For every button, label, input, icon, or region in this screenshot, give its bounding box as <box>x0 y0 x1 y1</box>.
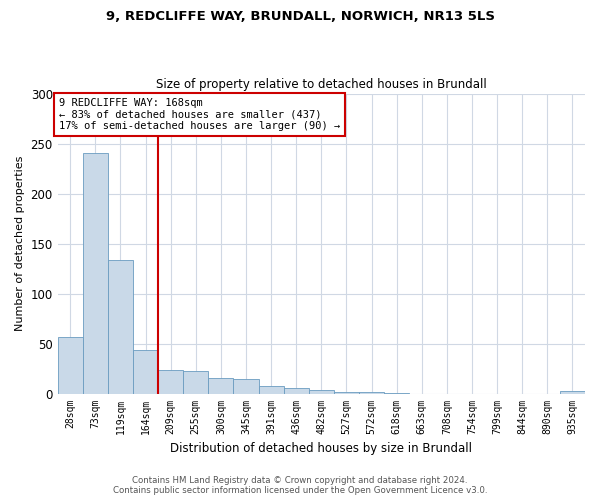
Bar <box>359 392 384 394</box>
Bar <box>58 336 83 394</box>
X-axis label: Distribution of detached houses by size in Brundall: Distribution of detached houses by size … <box>170 442 472 455</box>
Bar <box>233 378 259 394</box>
Bar <box>133 350 158 394</box>
Bar <box>259 386 284 394</box>
Bar <box>384 392 409 394</box>
Bar <box>83 152 108 394</box>
Bar <box>560 390 585 394</box>
Text: Contains HM Land Registry data © Crown copyright and database right 2024.
Contai: Contains HM Land Registry data © Crown c… <box>113 476 487 495</box>
Bar <box>334 392 359 394</box>
Y-axis label: Number of detached properties: Number of detached properties <box>15 156 25 331</box>
Bar <box>158 370 183 394</box>
Title: Size of property relative to detached houses in Brundall: Size of property relative to detached ho… <box>156 78 487 91</box>
Bar <box>183 370 208 394</box>
Bar <box>208 378 233 394</box>
Bar <box>108 260 133 394</box>
Text: 9 REDCLIFFE WAY: 168sqm
← 83% of detached houses are smaller (437)
17% of semi-d: 9 REDCLIFFE WAY: 168sqm ← 83% of detache… <box>59 98 340 132</box>
Bar <box>309 390 334 394</box>
Bar <box>284 388 309 394</box>
Text: 9, REDCLIFFE WAY, BRUNDALL, NORWICH, NR13 5LS: 9, REDCLIFFE WAY, BRUNDALL, NORWICH, NR1… <box>106 10 494 23</box>
